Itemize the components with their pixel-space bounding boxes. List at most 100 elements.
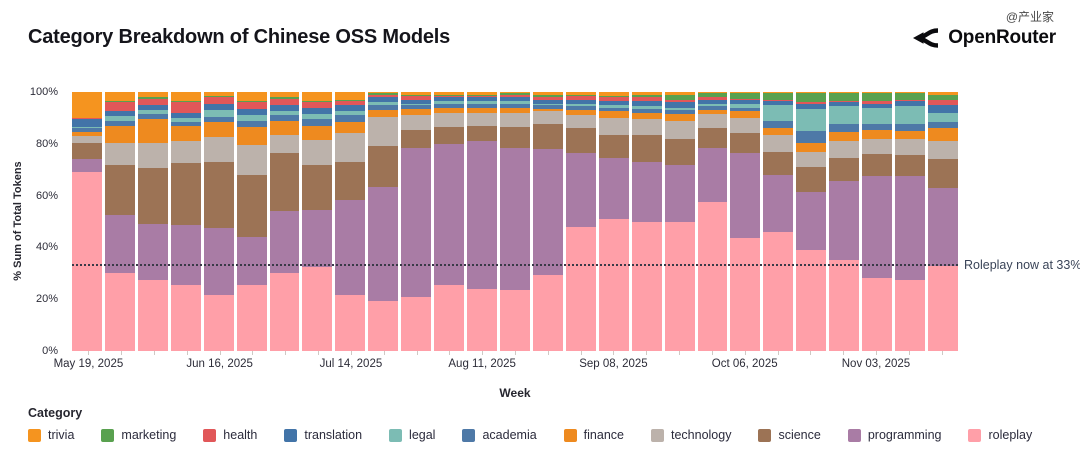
segment-marketing[interactable] bbox=[598, 95, 629, 98]
segment-legal[interactable] bbox=[895, 106, 925, 125]
segment-finance[interactable] bbox=[269, 120, 300, 135]
segment-health[interactable] bbox=[664, 99, 695, 103]
segment-science[interactable] bbox=[598, 134, 629, 159]
segment-science[interactable] bbox=[829, 158, 860, 182]
segment-science[interactable] bbox=[236, 174, 267, 238]
segment-finance[interactable] bbox=[829, 132, 860, 142]
segment-programming[interactable] bbox=[269, 211, 300, 274]
segment-science[interactable] bbox=[335, 161, 366, 200]
segment-roleplay[interactable] bbox=[269, 273, 300, 351]
segment-science[interactable] bbox=[401, 129, 432, 148]
segment-translation[interactable] bbox=[467, 97, 497, 102]
segment-roleplay[interactable] bbox=[170, 284, 201, 351]
segment-academia[interactable] bbox=[137, 114, 168, 120]
segment-technology[interactable] bbox=[862, 138, 893, 155]
segment-health[interactable] bbox=[730, 98, 761, 100]
segment-translation[interactable] bbox=[532, 99, 563, 104]
segment-technology[interactable] bbox=[532, 111, 563, 125]
segment-science[interactable] bbox=[72, 142, 102, 160]
segment-health[interactable] bbox=[236, 102, 267, 109]
segment-roleplay[interactable] bbox=[467, 288, 497, 351]
segment-academia[interactable] bbox=[170, 121, 201, 126]
bar-May 19, 2025[interactable] bbox=[72, 92, 102, 351]
segment-programming[interactable] bbox=[763, 174, 794, 232]
segment-science[interactable] bbox=[302, 164, 333, 210]
segment-marketing[interactable] bbox=[269, 97, 300, 99]
segment-trivia[interactable] bbox=[203, 92, 234, 96]
segment-legal[interactable] bbox=[598, 105, 629, 108]
segment-health[interactable] bbox=[763, 99, 794, 102]
segment-technology[interactable] bbox=[664, 120, 695, 139]
segment-health[interactable] bbox=[203, 97, 234, 104]
segment-marketing[interactable] bbox=[401, 94, 432, 96]
bar-Aug 04, 2025[interactable] bbox=[434, 92, 465, 351]
segment-trivia[interactable] bbox=[137, 92, 168, 98]
segment-finance[interactable] bbox=[730, 111, 761, 118]
bar-Jun 09, 2025[interactable] bbox=[170, 92, 201, 351]
segment-finance[interactable] bbox=[598, 111, 629, 118]
segment-academia[interactable] bbox=[598, 107, 629, 112]
segment-finance[interactable] bbox=[170, 125, 201, 142]
segment-programming[interactable] bbox=[434, 143, 465, 285]
segment-technology[interactable] bbox=[499, 112, 530, 127]
segment-finance[interactable] bbox=[631, 112, 662, 120]
segment-translation[interactable] bbox=[927, 105, 958, 113]
segment-science[interactable] bbox=[203, 161, 234, 228]
segment-science[interactable] bbox=[697, 128, 728, 148]
segment-roleplay[interactable] bbox=[104, 273, 135, 351]
segment-science[interactable] bbox=[796, 167, 827, 192]
segment-translation[interactable] bbox=[72, 119, 102, 128]
segment-finance[interactable] bbox=[401, 108, 432, 116]
segment-legal[interactable] bbox=[829, 106, 860, 125]
segment-roleplay[interactable] bbox=[203, 295, 234, 351]
segment-finance[interactable] bbox=[335, 121, 366, 134]
legend-item-academia[interactable]: academia bbox=[462, 428, 537, 442]
segment-trivia[interactable] bbox=[170, 92, 201, 102]
segment-trivia[interactable] bbox=[335, 92, 366, 100]
segment-trivia[interactable] bbox=[72, 92, 102, 118]
segment-marketing[interactable] bbox=[532, 94, 563, 98]
segment-translation[interactable] bbox=[236, 108, 267, 116]
segment-health[interactable] bbox=[368, 94, 399, 98]
bar-Aug 25, 2025[interactable] bbox=[532, 92, 563, 351]
segment-programming[interactable] bbox=[236, 237, 267, 285]
segment-finance[interactable] bbox=[895, 130, 925, 139]
bar-Jun 30, 2025[interactable] bbox=[269, 92, 300, 351]
segment-roleplay[interactable] bbox=[532, 274, 563, 351]
segment-finance[interactable] bbox=[862, 129, 893, 139]
segment-health[interactable] bbox=[434, 95, 465, 98]
segment-marketing[interactable] bbox=[368, 93, 399, 95]
segment-roleplay[interactable] bbox=[829, 260, 860, 351]
segment-roleplay[interactable] bbox=[730, 238, 761, 351]
segment-programming[interactable] bbox=[368, 186, 399, 301]
segment-marketing[interactable] bbox=[664, 94, 695, 100]
segment-technology[interactable] bbox=[269, 134, 300, 153]
segment-finance[interactable] bbox=[664, 114, 695, 121]
legend-item-technology[interactable]: technology bbox=[650, 428, 731, 442]
segment-technology[interactable] bbox=[598, 117, 629, 135]
bar-Oct 20, 2025[interactable] bbox=[796, 92, 827, 351]
segment-programming[interactable] bbox=[302, 209, 333, 267]
segment-legal[interactable] bbox=[730, 103, 761, 108]
segment-trivia[interactable] bbox=[697, 92, 728, 94]
segment-finance[interactable] bbox=[532, 108, 563, 112]
segment-academia[interactable] bbox=[862, 124, 893, 130]
segment-marketing[interactable] bbox=[137, 97, 168, 99]
segment-legal[interactable] bbox=[697, 103, 728, 107]
segment-academia[interactable] bbox=[499, 103, 530, 108]
segment-technology[interactable] bbox=[137, 142, 168, 169]
segment-finance[interactable] bbox=[796, 142, 827, 152]
segment-health[interactable] bbox=[895, 99, 925, 102]
segment-trivia[interactable] bbox=[796, 92, 827, 94]
segment-programming[interactable] bbox=[72, 159, 102, 173]
segment-science[interactable] bbox=[104, 164, 135, 216]
segment-health[interactable] bbox=[302, 102, 333, 108]
segment-roleplay[interactable] bbox=[927, 265, 958, 351]
segment-legal[interactable] bbox=[565, 103, 596, 107]
segment-finance[interactable] bbox=[927, 128, 958, 142]
segment-academia[interactable] bbox=[104, 121, 135, 126]
segment-science[interactable] bbox=[499, 126, 530, 148]
segment-marketing[interactable] bbox=[829, 93, 860, 102]
segment-finance[interactable] bbox=[467, 107, 497, 113]
segment-translation[interactable] bbox=[203, 103, 234, 111]
